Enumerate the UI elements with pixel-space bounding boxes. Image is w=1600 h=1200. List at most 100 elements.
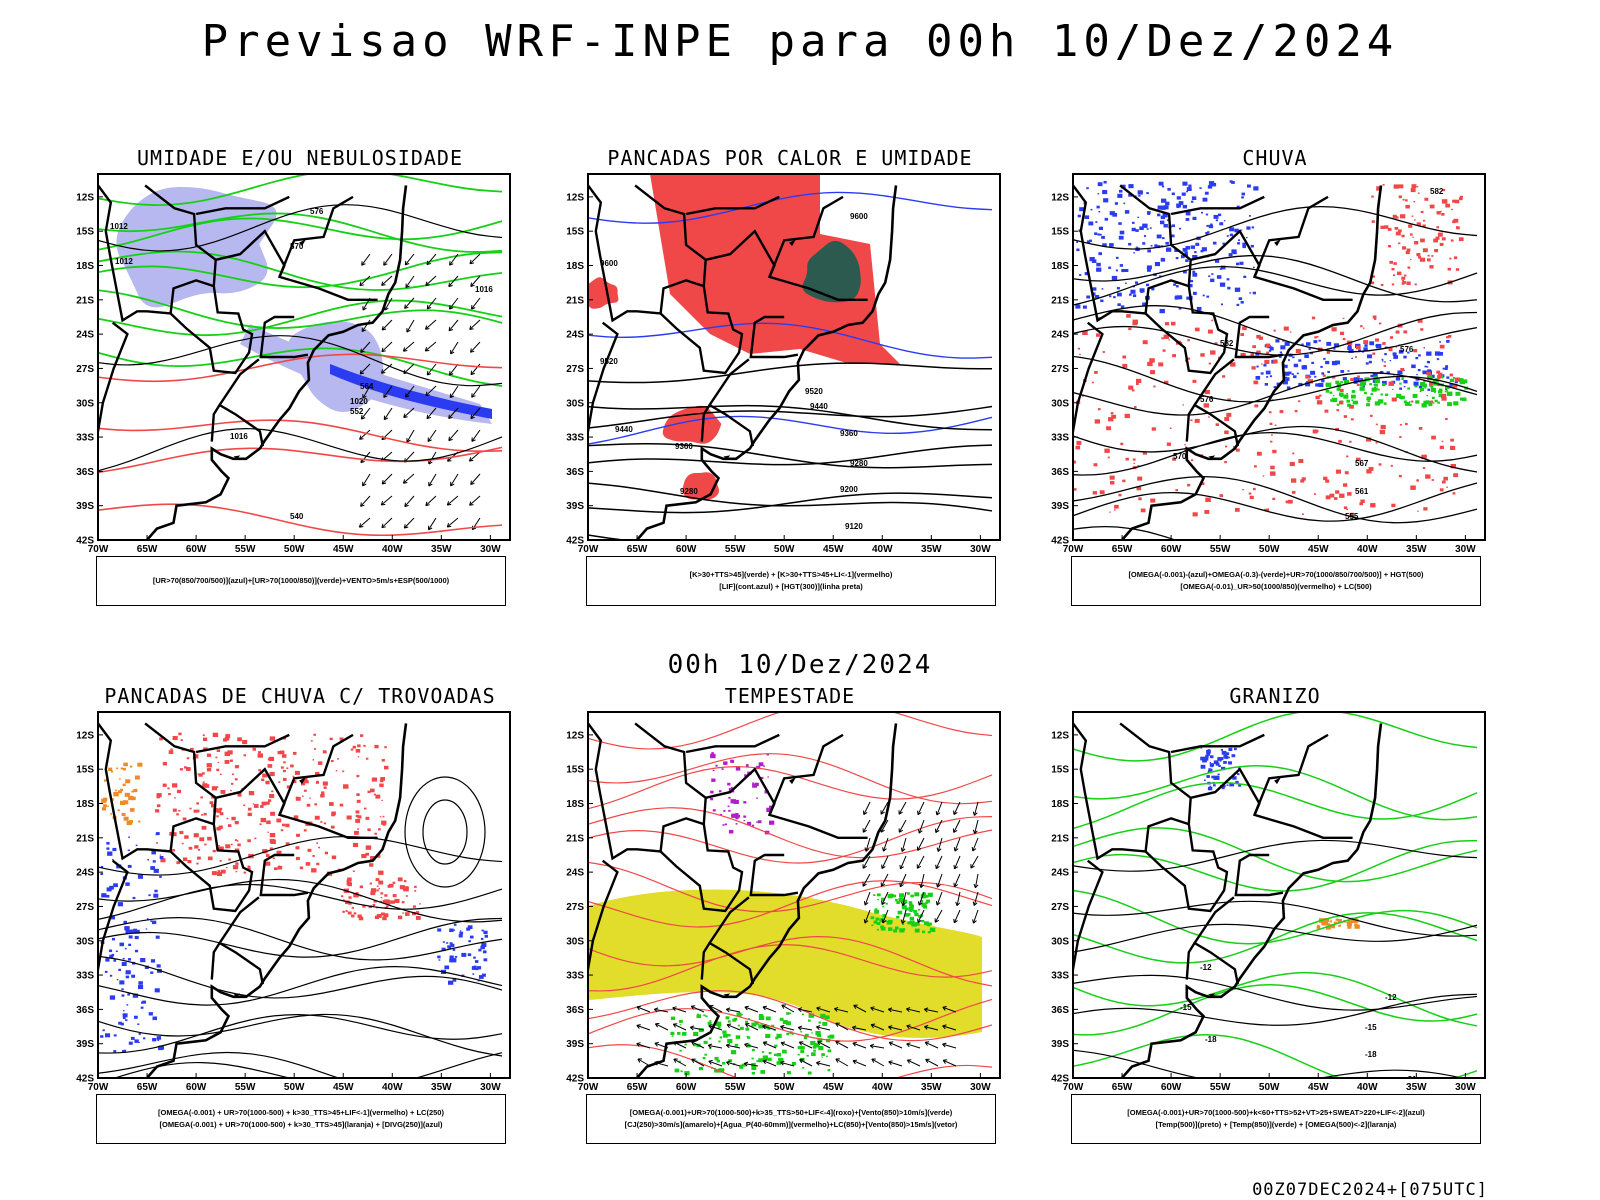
precip-cell [1405, 199, 1408, 202]
precip-cell [1344, 379, 1350, 384]
precip-cell [1252, 487, 1256, 491]
precip-cell [1123, 202, 1126, 205]
precip-cell [1423, 400, 1428, 405]
precip-cell [172, 783, 178, 788]
wind-vector [954, 855, 961, 870]
precip-cell [111, 937, 115, 941]
precip-cell [1452, 377, 1455, 379]
precip-cell [1393, 184, 1399, 189]
lat-label: 30S [76, 398, 94, 409]
precip-cell [1400, 214, 1406, 219]
precip-cell [817, 1038, 823, 1043]
precip-cell [1137, 216, 1139, 218]
precip-cell [128, 836, 130, 838]
precip-cell [1419, 257, 1426, 262]
precip-cell [1335, 918, 1339, 921]
contour-label: 9440 [615, 425, 633, 434]
thickness-contour [98, 419, 503, 452]
precip-cell [449, 942, 453, 945]
precip-cell [1246, 226, 1251, 230]
wind-vector-head [852, 1041, 857, 1047]
precip-cell [1354, 356, 1357, 358]
precip-cell [897, 910, 903, 915]
precip-cell [130, 765, 133, 768]
precip-cell [1436, 226, 1440, 229]
precip-cell [1157, 213, 1161, 217]
wind-vector-head [383, 393, 388, 398]
lon-label: 65W [1112, 1082, 1133, 1093]
lon-label: 70W [88, 544, 109, 555]
precip-cell [1214, 259, 1220, 263]
precip-cell [316, 862, 320, 866]
wind-vector [863, 801, 871, 815]
precip-cell [1119, 189, 1123, 193]
precip-cell [124, 792, 130, 797]
precip-cell [1226, 412, 1232, 417]
precip-cell [901, 905, 907, 910]
contour-label: 9520 [600, 357, 618, 366]
precip-cell [307, 848, 312, 852]
precip-cell [1377, 399, 1384, 404]
country-border [1073, 321, 1104, 439]
wind-vector [835, 1040, 849, 1049]
precip-cell [1397, 370, 1403, 375]
precip-cell [1104, 448, 1110, 453]
precip-cell [365, 816, 370, 820]
precip-cell [902, 928, 906, 931]
precip-cell [696, 1014, 701, 1018]
precip-cell [112, 847, 117, 852]
wind-vector-head [449, 371, 454, 376]
wind-vector [428, 473, 437, 487]
country-border [659, 823, 744, 913]
page-title: Previsao WRF-INPE para 00h 10/Dez/2024 [201, 16, 1399, 67]
wind-vector-head [835, 1040, 840, 1046]
precip-cell [1390, 464, 1393, 467]
precip-cell [1380, 283, 1384, 286]
precip-cell [1439, 341, 1442, 343]
precip-cell [728, 829, 734, 834]
precip-cell [1447, 267, 1451, 271]
precip-cell [1249, 292, 1252, 294]
precip-cell [103, 804, 107, 808]
precip-cell [1364, 391, 1367, 395]
precip-cell [1242, 245, 1246, 249]
precip-cell [243, 804, 246, 807]
precip-cell [261, 778, 265, 782]
precip-cell [1391, 268, 1395, 271]
wind-vector-head [853, 1004, 858, 1009]
precip-cell [1338, 439, 1342, 443]
precip-cell [1447, 402, 1453, 407]
precip-cell [159, 737, 163, 741]
precip-cell [482, 950, 487, 954]
precip-cell [1099, 233, 1102, 236]
precip-cell [1397, 272, 1401, 275]
precip-cell [1439, 344, 1445, 349]
precip-cell [724, 823, 727, 826]
precip-cell [754, 1021, 759, 1025]
precip-cell [1201, 482, 1205, 485]
wind-vector [972, 909, 979, 924]
precip-cell [786, 1021, 791, 1026]
wind-vector-head [835, 1022, 840, 1027]
precip-cell [1240, 352, 1246, 358]
precip-cell [217, 809, 222, 813]
rain-red [1370, 184, 1464, 286]
precip-cell [818, 1021, 822, 1024]
precip-cell [1279, 351, 1282, 354]
wind-vector [425, 275, 437, 286]
precip-cell [1292, 452, 1295, 455]
precip-cell [247, 865, 251, 868]
lat-label: 24S [1051, 868, 1069, 879]
wind-vector-head [953, 918, 958, 924]
precip-cell [128, 1041, 133, 1045]
precip-cell [1163, 205, 1169, 210]
wind-vector-head [673, 1058, 678, 1063]
precip-cell [282, 754, 287, 758]
precip-cell [1356, 457, 1361, 462]
precip-cell [355, 814, 359, 818]
wind-vector-head [636, 1024, 641, 1029]
wind-vector-head [725, 1043, 731, 1049]
wind-vector [817, 1041, 831, 1049]
wind-vector [917, 909, 925, 923]
